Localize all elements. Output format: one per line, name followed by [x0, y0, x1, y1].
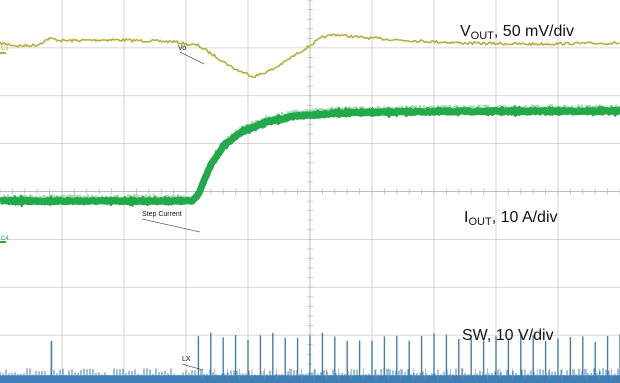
- iout-trace-label: IOUT, 10 A/div: [464, 209, 558, 228]
- iout-trace-noise: [0, 104, 620, 199]
- channel-marker-c3: C3: [1, 377, 9, 383]
- lx-probe-leader: [181, 363, 204, 371]
- sw-baseline: [0, 375, 620, 383]
- iout-trace: [0, 104, 620, 208]
- channel-marker-c1-tick: [0, 52, 6, 54]
- channel-marker-c4-tick: [0, 241, 6, 243]
- vo-probe-leader: [179, 51, 205, 65]
- channel-marker-c4: C4: [1, 236, 9, 242]
- vout-trace: [0, 33, 620, 79]
- waveform-traces: [0, 33, 620, 383]
- sw-trace-label: SW, 10 V/div: [462, 327, 554, 344]
- vo-probe-label: Vo: [178, 45, 186, 52]
- step-current-probe-label: Step Current: [142, 211, 182, 218]
- step-current-probe-leader: [141, 218, 201, 233]
- vout-trace-label: VOUT, 50 mV/div: [460, 23, 574, 42]
- lx-probe-label: LX: [182, 356, 191, 363]
- channel-marker-c1: C1: [1, 46, 9, 52]
